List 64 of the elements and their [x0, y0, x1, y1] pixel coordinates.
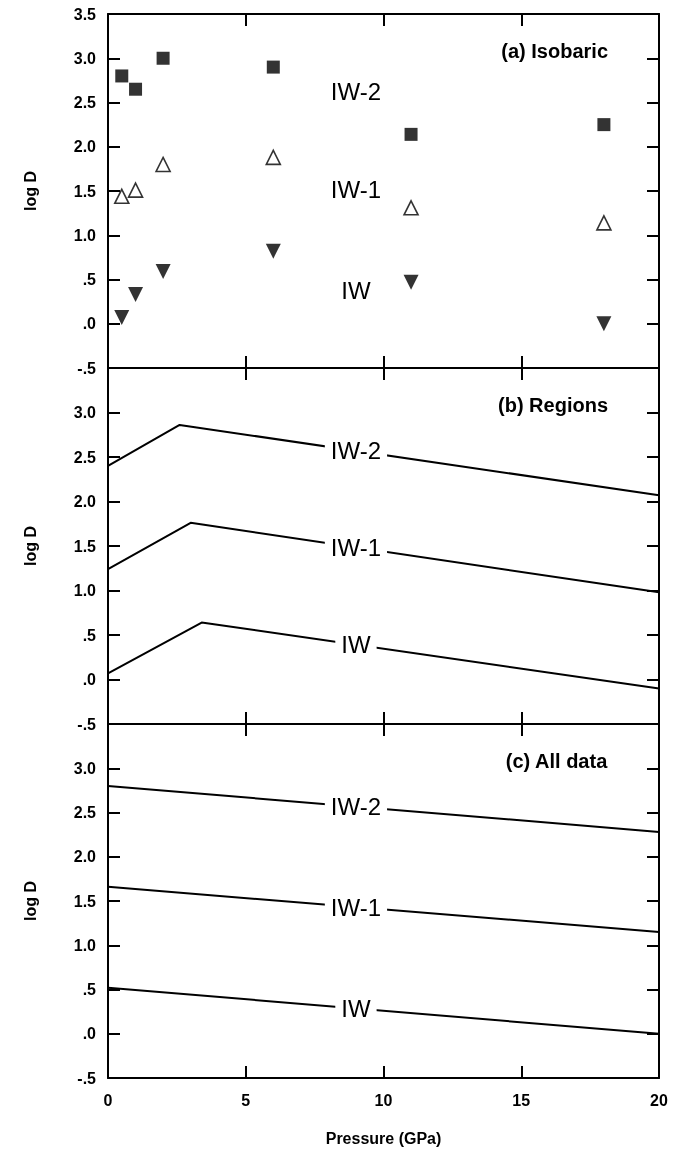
series-label: IW-2 — [330, 437, 382, 465]
y-tick-label: 1.0 — [73, 226, 97, 244]
y-tick-label: .5 — [82, 981, 97, 998]
y-tick-label: 3.5 — [73, 5, 97, 23]
point — [403, 200, 419, 216]
series-label: IW — [341, 631, 371, 659]
y-tick-label: -.5 — [77, 359, 97, 377]
series-label: IW-2 — [330, 78, 382, 106]
point — [155, 264, 171, 280]
y-tick-label: 2.0 — [73, 138, 97, 156]
point — [128, 287, 144, 303]
y-tick-label: 1.0 — [73, 582, 97, 599]
text: (b) Regions — [498, 394, 609, 416]
text: (c) All data — [505, 750, 609, 772]
point — [404, 127, 418, 141]
point — [403, 274, 419, 290]
x-axis-title: Pressure (GPa) — [325, 1129, 442, 1147]
y-tick-label: 1.5 — [73, 892, 97, 910]
y-tick-label: 3.0 — [73, 49, 97, 67]
y-tick-label: .0 — [82, 671, 97, 688]
y-tick-label: -.5 — [77, 1069, 97, 1087]
point — [265, 243, 281, 259]
y-tick-label: 2.0 — [73, 848, 97, 866]
point — [266, 60, 280, 74]
y-tick-label: 1.5 — [73, 537, 97, 555]
y-tick-label: 3.0 — [73, 759, 97, 777]
y-axis-title: log D — [21, 881, 39, 921]
point — [127, 182, 144, 198]
y-tick-label: .5 — [82, 626, 97, 644]
series-label: IW-2 — [330, 793, 382, 821]
x-tick-label: 20 — [650, 1091, 668, 1109]
y-tick-label: 1.5 — [73, 182, 97, 200]
y-tick-label: 2.0 — [73, 493, 97, 510]
series-label: IW — [341, 994, 371, 1022]
point — [113, 188, 130, 205]
point — [156, 51, 170, 65]
x-tick-label: 10 — [374, 1091, 393, 1109]
series-label: IW-1 — [330, 176, 382, 204]
series-label: IW-1 — [330, 893, 382, 921]
y-tick-label: .0 — [82, 315, 97, 333]
series-label: IW — [341, 276, 371, 304]
y-axis-title: log D — [21, 171, 39, 211]
point — [265, 149, 282, 166]
point — [596, 215, 612, 231]
y-tick-label: 3.0 — [73, 404, 97, 421]
x-tick-label: 5 — [241, 1091, 251, 1109]
point — [596, 316, 612, 332]
y-tick-label: 1.0 — [73, 936, 97, 954]
x-tick-label: 15 — [512, 1091, 531, 1109]
point — [129, 82, 143, 96]
text: (a) Isobaric — [501, 40, 608, 62]
y-axis-title: log D — [21, 526, 39, 566]
x-tick-label: 0 — [103, 1091, 113, 1109]
y-tick-label: .5 — [82, 271, 97, 288]
point — [114, 310, 130, 326]
point — [597, 118, 611, 132]
y-tick-label: 2.5 — [73, 94, 97, 111]
y-tick-label: -.5 — [77, 715, 97, 733]
series-label: IW-1 — [330, 533, 382, 561]
y-tick-label: 2.5 — [73, 804, 97, 821]
y-tick-label: 2.5 — [73, 448, 97, 466]
y-tick-label: .0 — [82, 1025, 97, 1043]
point — [115, 69, 129, 83]
point — [155, 156, 171, 173]
